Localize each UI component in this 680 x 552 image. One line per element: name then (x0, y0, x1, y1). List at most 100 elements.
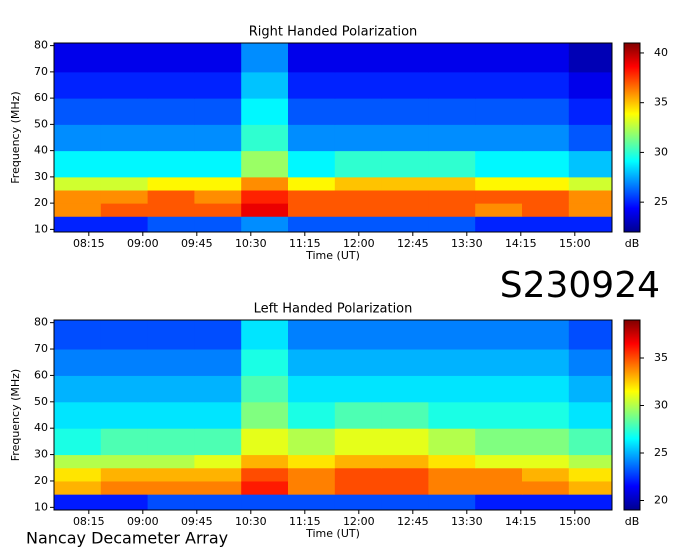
y-tick-label: 60 (34, 368, 48, 381)
heatmap-cell (334, 320, 383, 350)
heatmap-cell (475, 349, 523, 376)
heatmap-cell (428, 176, 476, 191)
heatmap-cell (428, 43, 476, 73)
y-tick-label: 30 (34, 170, 48, 183)
heatmap-cell (428, 494, 476, 511)
y-axis-label: Frequency (MHz) (9, 91, 22, 183)
heatmap-cell (288, 124, 336, 152)
y-tick-label: 50 (34, 395, 48, 408)
heatmap-cell (475, 43, 523, 73)
heatmap-cell (194, 98, 242, 125)
heatmap-cell (522, 428, 570, 456)
heatmap-cell (334, 176, 383, 191)
heatmap-cell (241, 454, 289, 469)
heatmap-cell (428, 203, 476, 217)
heatmap-cell (147, 401, 195, 429)
colorbar (623, 42, 641, 233)
heatmap-cell (381, 124, 429, 152)
heatmap-cell (147, 349, 195, 376)
heatmap-cell (381, 98, 429, 125)
heatmap-cell (147, 428, 195, 456)
heatmap-cell (381, 467, 429, 482)
heatmap-cell (568, 454, 613, 469)
heatmap-cell (522, 320, 570, 350)
heatmap-cell (194, 71, 242, 99)
heatmap-cell (522, 98, 570, 125)
heatmap-cell (475, 494, 523, 511)
heatmap-cell (381, 428, 429, 456)
heatmap-cell (100, 203, 149, 217)
x-tick-label: 08:15 (73, 237, 105, 250)
heatmap-cell (54, 124, 102, 152)
heatmap-cell (334, 401, 383, 429)
heatmap-cell (475, 71, 523, 99)
heatmap-cell (568, 467, 613, 482)
x-tick-label: 11:15 (289, 515, 321, 528)
heatmap-cell (147, 216, 195, 233)
heatmap-cell (147, 190, 195, 204)
heatmap-cell (568, 71, 613, 99)
heatmap-cell (100, 98, 149, 125)
heatmap-cell (54, 454, 102, 469)
heatmap-cell (288, 467, 336, 482)
heatmap-cell (194, 43, 242, 73)
heatmap-cell (568, 43, 613, 73)
heatmap-cell (54, 494, 102, 511)
heatmap-cell (54, 480, 102, 495)
heatmap-cell (194, 150, 242, 178)
heatmap-cell (194, 320, 242, 350)
x-tick-label: 12:00 (343, 515, 375, 528)
heatmap-cell (381, 43, 429, 73)
heatmap-cell (147, 467, 195, 482)
heatmap-cell (568, 494, 613, 511)
y-tick-label: 80 (34, 316, 48, 329)
heatmap-cell (334, 203, 383, 217)
heatmap-cell (241, 401, 289, 429)
heatmap-cell (54, 150, 102, 178)
heatmap-cell (288, 401, 336, 429)
plot-frame (53, 42, 613, 233)
heatmap-cell (288, 428, 336, 456)
heatmap-cell (475, 176, 523, 191)
heatmap-cell (100, 454, 149, 469)
heatmap-cell (100, 467, 149, 482)
heatmap-cell (54, 98, 102, 125)
heatmap-cell (522, 216, 570, 233)
y-tick-label: 70 (34, 65, 48, 78)
y-tick-label: 10 (34, 222, 48, 235)
y-tick-label: 40 (34, 144, 48, 157)
heatmap-cell (381, 375, 429, 403)
heatmap-cell (522, 401, 570, 429)
heatmap-cell (54, 428, 102, 456)
heatmap-cell (288, 349, 336, 376)
heatmap-cell (522, 71, 570, 99)
x-tick-label: 12:45 (397, 515, 429, 528)
heatmap-cell (568, 124, 613, 152)
heatmap-cell (568, 98, 613, 125)
colorbar-tick-label: 35 (654, 96, 668, 109)
heatmap-cell (288, 150, 336, 178)
heatmap-cell (100, 190, 149, 204)
heatmap-cell (522, 176, 570, 191)
heatmap-cell (194, 216, 242, 233)
heatmap-cell (100, 43, 149, 73)
y-tick-label: 50 (34, 117, 48, 130)
heatmap-cell (381, 320, 429, 350)
heatmap-cell (288, 43, 336, 73)
heatmap-cell (381, 150, 429, 178)
heatmap-cell (147, 150, 195, 178)
heatmap-cell (241, 216, 289, 233)
heatmap-cell (241, 71, 289, 99)
heatmap-cell (475, 190, 523, 204)
heatmap-cell (334, 428, 383, 456)
heatmap-cell (100, 71, 149, 99)
colorbar (623, 319, 641, 511)
heatmap-cell (568, 176, 613, 191)
heatmap-cell (381, 454, 429, 469)
heatmap-cell (475, 480, 523, 495)
heatmap-cell (54, 203, 102, 217)
heatmap-cell (522, 467, 570, 482)
heatmap-cell (522, 124, 570, 152)
heatmap-cell (194, 176, 242, 191)
